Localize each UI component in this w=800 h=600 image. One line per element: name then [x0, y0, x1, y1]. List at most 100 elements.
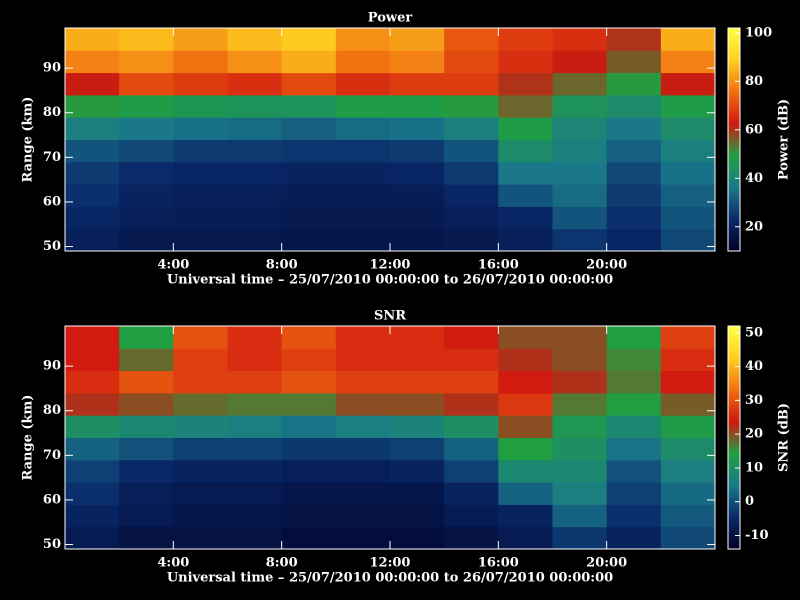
heatmap-cell [227, 184, 283, 207]
heatmap-cell [606, 117, 662, 140]
y-tick-label: 70 [43, 150, 61, 165]
heatmap-cell [390, 94, 445, 118]
y-tick-label: 50 [43, 239, 61, 254]
heatmap-cell [173, 415, 228, 438]
heatmap-cell [173, 184, 228, 207]
heatmap-cell [552, 526, 608, 550]
x-tick-label: 16:00 [478, 556, 519, 571]
heatmap-cell [281, 161, 337, 185]
heatmap-cell [119, 206, 174, 230]
heatmap-cell [227, 482, 283, 505]
heatmap-cell [444, 504, 499, 528]
heatmap-cell [552, 392, 608, 416]
heatmap-cell [119, 184, 174, 207]
heatmap-cell [281, 228, 337, 252]
heatmap-cell [335, 161, 391, 185]
heatmap-cell [552, 459, 608, 483]
heatmap-cell [552, 28, 608, 51]
heatmap-cell [173, 437, 228, 461]
heatmap-cell [335, 437, 391, 461]
heatmap-cell [660, 139, 716, 163]
heatmap-cell [606, 139, 662, 163]
colorbar-tick-label: 40 [745, 359, 763, 374]
heatmap-cell [660, 28, 716, 51]
y-tick-label: 70 [43, 448, 61, 463]
heatmap-cell [173, 228, 228, 252]
heatmap-cell [119, 482, 174, 505]
heatmap-cell [173, 206, 228, 230]
heatmap-cell [498, 28, 553, 51]
heatmap-cell [281, 348, 337, 372]
heatmap-cell [552, 348, 608, 372]
heatmap-cell [173, 50, 228, 74]
heatmap-cell [173, 504, 228, 528]
y-tick-label: 80 [43, 105, 61, 120]
heatmap-cell [444, 326, 499, 349]
heatmap-cell [65, 437, 120, 461]
heatmap-cell [390, 326, 445, 349]
heatmap-cell [498, 482, 553, 505]
heatmap-cell [444, 50, 499, 74]
heatmap-cell [119, 459, 174, 483]
heatmap-cell [498, 139, 553, 163]
heatmap-cell [65, 526, 120, 550]
heatmap-cell [65, 72, 120, 96]
x-tick-label: 12:00 [370, 258, 411, 273]
heatmap-cell [660, 94, 716, 118]
heatmap-cell [390, 72, 445, 96]
heatmap-cell [227, 161, 283, 185]
heatmap-cell [65, 415, 120, 438]
heatmap-cell [119, 437, 174, 461]
heatmap-cell [660, 117, 716, 140]
colorbar-label: SNR (dB) [777, 403, 792, 472]
colorbar [727, 325, 741, 550]
heatmap-cell [335, 526, 391, 550]
heatmap-cell [65, 28, 120, 51]
heatmap-cell [390, 161, 445, 185]
heatmap-cell [552, 326, 608, 349]
heatmap-cell [390, 415, 445, 438]
heatmap-cell [173, 348, 228, 372]
heatmap-cell [498, 184, 553, 207]
heatmap-cell [390, 437, 445, 461]
colorbar-tick-label: 20 [745, 427, 763, 442]
heatmap-cell [606, 50, 662, 74]
heatmap-cell [119, 72, 174, 96]
heatmap-cell [660, 161, 716, 185]
heatmap-cell [227, 228, 283, 252]
heatmap-cell [552, 50, 608, 74]
heatmap-cell [65, 94, 120, 118]
heatmap-cell [227, 94, 283, 118]
heatmap-cell [281, 94, 337, 118]
heatmap-cell [606, 28, 662, 51]
heatmap-cell [119, 415, 174, 438]
heatmap-cell [119, 392, 174, 416]
heatmap-cell [498, 504, 553, 528]
x-tick-label: 20:00 [586, 556, 627, 571]
heatmap-cell [552, 94, 608, 118]
heatmap-cell [444, 482, 499, 505]
heatmap-cell [660, 206, 716, 230]
heatmap-cell [660, 392, 716, 416]
heatmap-cell [173, 94, 228, 118]
heatmap-cell [606, 72, 662, 96]
heatmap-cell [335, 28, 391, 51]
heatmap-cell [390, 184, 445, 207]
heatmap-cell [552, 437, 608, 461]
heatmap-cell [390, 139, 445, 163]
heatmap-cell [227, 117, 283, 140]
colorbar-tick-label: 80 [745, 74, 763, 89]
heatmap-cell [552, 139, 608, 163]
heatmap-cell [227, 50, 283, 74]
heatmap-cell [173, 392, 228, 416]
heatmap-cell [660, 348, 716, 372]
heatmap-cell [281, 28, 337, 51]
heatmap-cell [119, 348, 174, 372]
heatmap-cell [65, 184, 120, 207]
x-tick-label: 4:00 [157, 258, 189, 273]
heatmap-cell [281, 326, 337, 349]
heatmap-cell [335, 459, 391, 483]
heatmap-cell [498, 415, 553, 438]
heatmap-cell [281, 392, 337, 416]
